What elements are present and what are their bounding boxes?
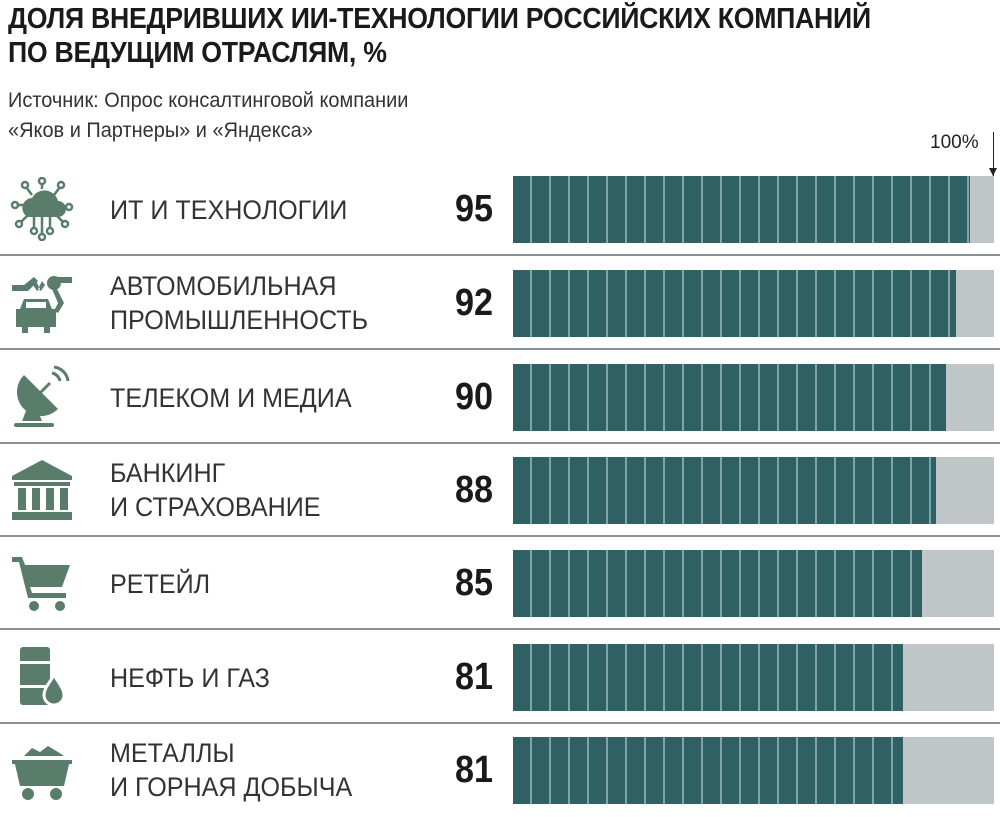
bar <box>513 457 937 524</box>
category-label: МЕТАЛЛЫ И ГОРНАЯ ДОБЫЧА <box>110 736 352 804</box>
chart-row: ИТ И ТЕХНОЛОГИИ 95 <box>0 163 1000 256</box>
chart-row: АВТОМОБИЛЬНАЯ ПРОМЫШЛЕННОСТЬ 92 <box>0 257 1000 350</box>
category-label: БАНКИНГ И СТРАХОВАНИЕ <box>110 456 321 524</box>
category-label: АВТОМОБИЛЬНАЯ ПРОМЫШЛЕННОСТЬ <box>110 269 368 337</box>
row-divider <box>0 442 1000 444</box>
category-label-line: ИТ И ТЕХНОЛОГИИ <box>110 195 348 225</box>
bar-track <box>513 550 994 617</box>
title-line: ПО ВЕДУЩИМ ОТРАСЛЯМ, % <box>8 37 387 69</box>
category-label-line: ТЕЛЕКОМ И МЕДИА <box>110 383 352 413</box>
category-label-line: РЕТЕЙЛ <box>110 569 211 599</box>
category-label-line: ПРОМЫШЛЕННОСТЬ <box>110 305 369 335</box>
bar-track <box>513 644 994 711</box>
category-label-line: АВТОМОБИЛЬНАЯ <box>110 271 337 301</box>
chart-row: МЕТАЛЛЫ И ГОРНАЯ ДОБЫЧА 81 <box>0 724 1000 817</box>
reference-arrow <box>993 132 994 176</box>
bar <box>513 644 903 711</box>
row-divider <box>0 348 1000 350</box>
cloud-circuit-icon <box>10 177 74 241</box>
chart-row: ТЕЛЕКОМ И МЕДИА 90 <box>0 351 1000 444</box>
category-label: НЕФТЬ И ГАЗ <box>110 661 270 695</box>
value-label: 95 <box>455 188 494 230</box>
bar-track <box>513 176 994 243</box>
row-divider <box>0 254 1000 256</box>
row-divider <box>0 535 1000 537</box>
bar <box>513 550 922 617</box>
bar-track <box>513 364 994 431</box>
chart-row: БАНКИНГ И СТРАХОВАНИЕ 88 <box>0 444 1000 537</box>
category-label-line: БАНКИНГ <box>110 458 226 488</box>
category-label-line: И ГОРНАЯ ДОБЫЧА <box>110 772 353 802</box>
bar-track <box>513 270 994 337</box>
shopping-cart-icon <box>12 557 70 611</box>
bar <box>513 176 970 243</box>
bar-track <box>513 457 994 524</box>
source-line: «Яков и Партнеры» и «Яндекса» <box>8 119 313 142</box>
value-label: 92 <box>455 282 494 324</box>
value-label: 81 <box>455 656 494 698</box>
bar <box>513 270 956 337</box>
satellite-dish-icon <box>14 365 70 427</box>
chart-title: ДОЛЯ ВНЕДРИВШИХ ИИ-ТЕХНОЛОГИИ РОССИЙСКИХ… <box>8 2 871 70</box>
source-note: Источник: Опрос консалтинговой компании … <box>8 86 408 146</box>
bank-icon <box>12 460 72 520</box>
oil-barrel-icon <box>20 647 66 707</box>
value-label: 85 <box>455 562 494 604</box>
reference-label: 100% <box>930 132 979 153</box>
category-label: РЕТЕЙЛ <box>110 567 210 601</box>
category-label-line: НЕФТЬ И ГАЗ <box>110 663 270 693</box>
source-line: Источник: Опрос консалтинговой компании <box>8 89 409 112</box>
chart-row: РЕТЕЙЛ 85 <box>0 537 1000 630</box>
chart-row: НЕФТЬ И ГАЗ 81 <box>0 631 1000 724</box>
bar <box>513 364 946 431</box>
title-line: ДОЛЯ ВНЕДРИВШИХ ИИ-ТЕХНОЛОГИИ РОССИЙСКИХ… <box>8 3 871 35</box>
value-label: 90 <box>455 376 494 418</box>
category-label: ТЕЛЕКОМ И МЕДИА <box>110 381 352 415</box>
bar-track <box>513 737 994 804</box>
mine-cart-icon <box>12 746 72 800</box>
category-label-line: МЕТАЛЛЫ <box>110 738 235 768</box>
robot-arm-car-icon <box>12 276 72 333</box>
row-divider <box>0 722 1000 724</box>
value-label: 81 <box>455 749 494 791</box>
value-label: 88 <box>455 469 494 511</box>
category-label-line: И СТРАХОВАНИЕ <box>110 492 321 522</box>
row-divider <box>0 628 1000 630</box>
reference-arrowhead <box>989 168 997 176</box>
category-label: ИТ И ТЕХНОЛОГИИ <box>110 193 347 227</box>
bar <box>513 737 903 804</box>
